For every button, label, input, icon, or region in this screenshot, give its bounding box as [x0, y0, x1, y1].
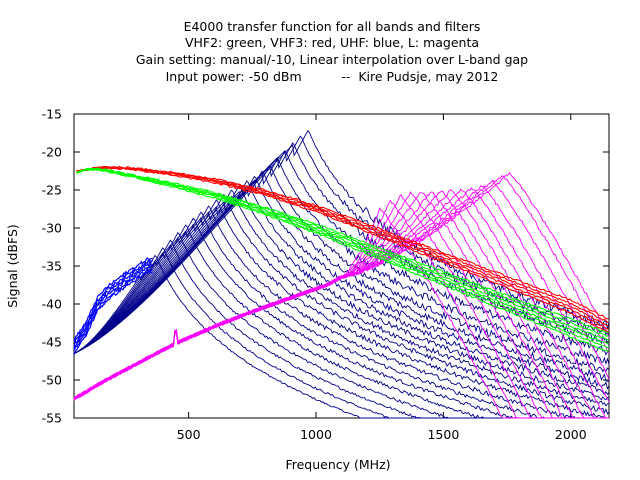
vhf3-curve — [76, 166, 609, 330]
y-tick-label: -20 — [42, 145, 62, 160]
uhf-filter-curve — [73, 142, 610, 354]
y-tick-label: -30 — [42, 221, 62, 236]
y-tick-label: -15 — [42, 107, 62, 122]
title-line-4: Input power: -50 dBm -- Kire Pudsje, may… — [166, 69, 499, 84]
uhf-low-curve — [73, 268, 153, 351]
uhf-filter-curve — [73, 189, 610, 407]
title-line-2: VHF2: green, VHF3: red, UHF: blue, L: ma… — [185, 35, 479, 50]
vhf3-curve — [76, 167, 609, 334]
series-layer — [73, 130, 610, 420]
x-axis-label: Frequency (MHz) — [285, 457, 390, 472]
uhf-filter-curve — [73, 205, 609, 420]
uhf-filter-curve — [73, 199, 609, 419]
uhf-filter-curve — [73, 170, 610, 382]
uhf-filter-curve — [73, 130, 610, 354]
lband-filter-curve — [73, 171, 610, 401]
vhf2-curve — [76, 167, 609, 337]
vhf2-curve — [76, 167, 609, 334]
x-tick-label: 1000 — [300, 427, 332, 442]
uhf-low-curve — [73, 262, 153, 347]
uhf-filter-curve — [73, 193, 610, 415]
uhf-low-curve — [73, 270, 153, 356]
y-axis-label: Signal (dBFS) — [5, 224, 20, 308]
vhf3-curve — [76, 166, 609, 324]
uhf-filter-curve — [73, 135, 610, 354]
uhf-filter-curve — [73, 175, 610, 390]
y-tick-label: -35 — [42, 259, 62, 274]
lband-filter-curve — [73, 175, 610, 399]
chart-title: E4000 transfer function for all bands an… — [136, 19, 528, 84]
vhf3-curve — [76, 166, 609, 327]
x-tick-label: 1500 — [427, 427, 459, 442]
uhf-low-curve — [73, 258, 153, 343]
title-line-3: Gain setting: manual/-10, Linear interpo… — [136, 52, 528, 67]
x-axis: 500 1000 1500 2000 — [177, 114, 587, 442]
vhf2-curve — [76, 168, 609, 353]
y-tick-label: -50 — [42, 373, 62, 388]
uhf-low-curve — [73, 257, 153, 342]
uhf-filter-curve — [73, 180, 610, 396]
y-tick-label: -55 — [42, 411, 62, 426]
y-tick-label: -40 — [42, 297, 62, 312]
y-tick-label: -25 — [42, 183, 62, 198]
title-line-1: E4000 transfer function for all bands an… — [184, 19, 481, 34]
x-tick-label: 2000 — [555, 427, 587, 442]
y-tick-label: -45 — [42, 335, 62, 350]
uhf-low-curve — [73, 264, 153, 350]
y-axis: -15 -20 -25 -30 -35 -40 -45 -50 -55 — [42, 107, 609, 426]
uhf-filter-curve — [73, 211, 609, 419]
vhf2-curve — [76, 168, 609, 349]
x-tick-label: 500 — [177, 427, 201, 442]
uhf-filter-curve — [73, 165, 610, 373]
